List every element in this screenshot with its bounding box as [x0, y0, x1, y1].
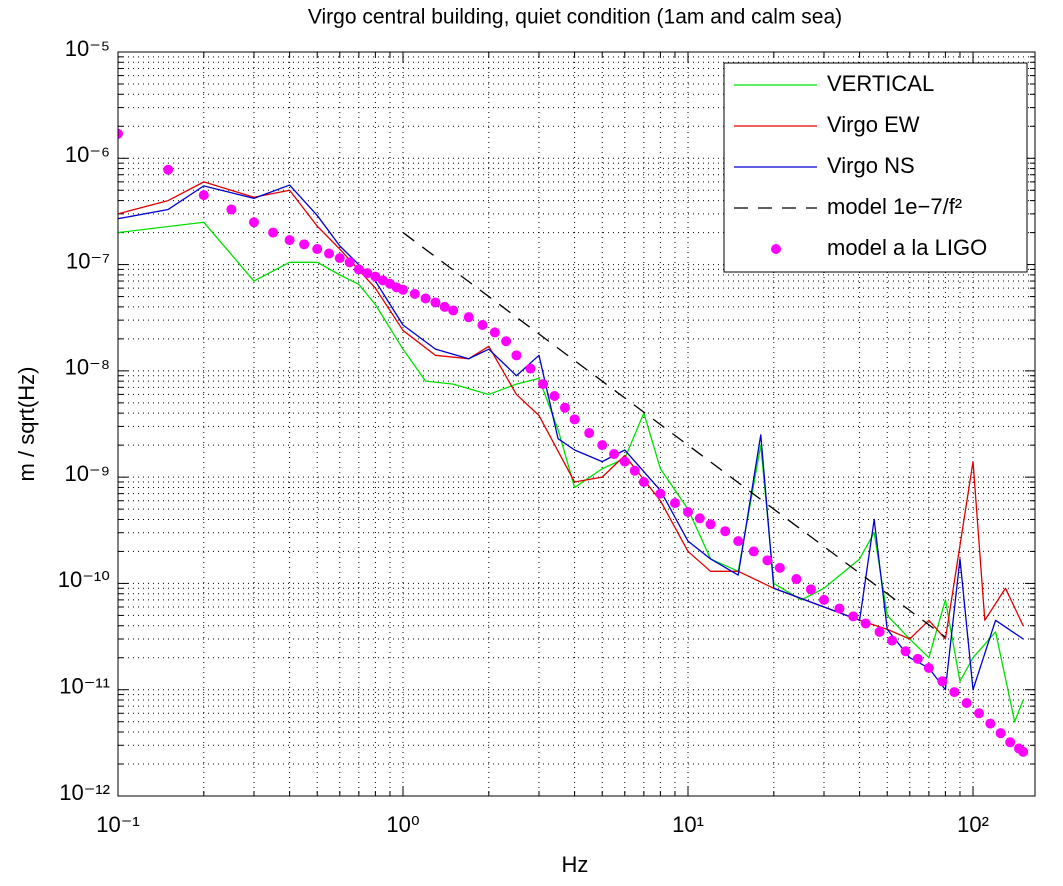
data-point [900, 646, 911, 657]
data-point [949, 687, 960, 698]
data-point [584, 428, 595, 439]
data-point [1018, 746, 1029, 757]
data-point [848, 611, 859, 622]
y-tick-label: 10⁻⁹ [64, 461, 110, 486]
data-point [334, 253, 345, 264]
data-point [683, 506, 694, 517]
data-point [420, 293, 431, 304]
data-point [774, 562, 785, 573]
y-tick-label: 10⁻⁶ [65, 142, 110, 167]
x-tick-label: 10⁰ [386, 812, 419, 837]
data-point [733, 536, 744, 547]
data-point [974, 708, 985, 719]
data-point [501, 336, 512, 347]
data-point [489, 327, 500, 338]
legend-label: Virgo EW [827, 112, 920, 137]
data-point [912, 653, 923, 664]
data-point [791, 574, 802, 585]
data-point [398, 284, 409, 295]
y-tick-label: 10⁻¹² [59, 780, 110, 805]
x-tick-label: 10¹ [672, 812, 704, 837]
data-point [694, 513, 705, 524]
data-point [463, 312, 474, 323]
data-point [874, 626, 885, 637]
y-tick-label: 10⁻⁸ [65, 355, 110, 380]
data-point [705, 519, 716, 530]
plot-frame [117, 51, 1036, 797]
data-point [163, 164, 174, 175]
data-point [362, 268, 373, 279]
data-point [669, 498, 680, 509]
legend-label: model a la LIGO [827, 235, 987, 260]
data-point [569, 414, 580, 425]
data-point [818, 594, 829, 605]
data-point [559, 402, 570, 413]
data-point [118, 128, 123, 139]
data-point [887, 635, 898, 646]
legend-label: VERTICAL [827, 71, 934, 96]
data-point [439, 301, 450, 312]
data-point [629, 465, 640, 476]
data-point [985, 718, 996, 729]
x-axis-label: Hz [562, 852, 589, 877]
data-point [226, 204, 237, 215]
data-point [748, 546, 759, 557]
data-point [834, 603, 845, 614]
y-axis-label: m / sqrt(Hz) [14, 367, 39, 482]
series-line [402, 232, 946, 638]
legend-marker [771, 244, 781, 254]
data-point [198, 190, 209, 201]
data-point [805, 584, 816, 595]
data-point [619, 456, 630, 467]
x-tick-label: 10² [957, 812, 989, 837]
data-point [353, 264, 364, 275]
data-point [923, 663, 934, 674]
data-point [549, 391, 560, 402]
data-point [860, 618, 871, 629]
data-point [995, 728, 1006, 739]
data-point [511, 350, 522, 361]
data-point [937, 676, 948, 687]
data-point [538, 379, 549, 390]
chart-title: Virgo central building, quiet condition … [308, 6, 842, 29]
data-point [609, 449, 620, 460]
data-point [370, 271, 381, 282]
y-tick-label: 10⁻⁵ [65, 36, 110, 61]
y-tick-label: 10⁻¹¹ [59, 674, 110, 699]
series-line [118, 221, 1024, 723]
data-point [324, 248, 335, 259]
data-point [430, 297, 441, 308]
y-tick-label: 10⁻⁷ [66, 248, 110, 273]
x-tick-label: 10⁻¹ [96, 812, 139, 837]
data-point [477, 320, 488, 331]
data-point [525, 363, 536, 374]
data-point [344, 257, 355, 268]
data-point [655, 488, 666, 499]
legend-label: model 1e−7/f² [827, 194, 962, 219]
data-point [1005, 737, 1016, 748]
data-point [312, 244, 323, 255]
legend: VERTICAL Virgo EW Virgo NS model 1e−7/f² mod… [723, 62, 1028, 273]
data-point [762, 555, 773, 566]
data-point [409, 288, 420, 299]
data-point [720, 526, 731, 537]
plot [118, 128, 1029, 757]
data-point [961, 697, 972, 708]
data-point [299, 239, 310, 250]
ticks [117, 51, 1035, 797]
data-point [448, 305, 459, 316]
y-tick-label: 10⁻¹⁰ [58, 567, 110, 592]
data-point [268, 227, 279, 238]
data-point [284, 235, 295, 246]
grid [118, 52, 1035, 796]
data-point [248, 217, 259, 228]
data-point [597, 440, 608, 451]
series-line [118, 181, 1024, 640]
data-point [638, 477, 649, 488]
legend-label: Virgo NS [827, 153, 915, 178]
